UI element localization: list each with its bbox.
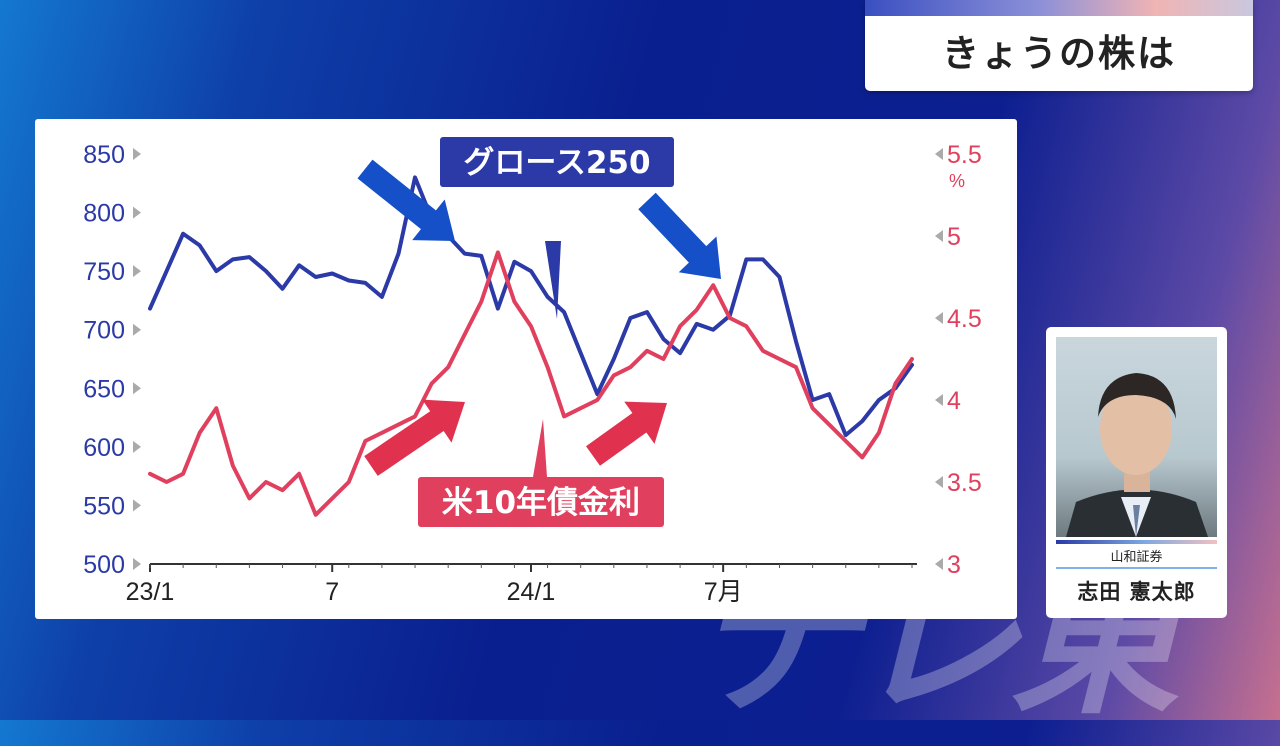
y-left-tick-label: 700	[83, 317, 125, 345]
y-left-tick-arrow	[133, 148, 141, 160]
rate-callout-box	[418, 477, 664, 527]
growth-callout-label: グロース250	[463, 145, 650, 181]
y-right-tick-arrow	[935, 230, 943, 242]
up-arrow-icon	[586, 401, 667, 466]
y-right-tick-arrow	[935, 558, 943, 570]
title-box: きょうの株は	[865, 0, 1253, 91]
y-right-tick-label: 5.5	[947, 141, 982, 169]
presenter-accent-bar	[1056, 540, 1217, 544]
y-right-tick-label: 4	[947, 387, 961, 415]
y-left-tick-label: 600	[83, 434, 125, 462]
rate-callout-label: 米10年債金利	[442, 485, 640, 521]
y-left-tick-label: 750	[83, 258, 125, 286]
y-left-tick-arrow	[133, 206, 141, 219]
presenter-photo	[1056, 337, 1217, 537]
x-tick-label: 24/1	[507, 578, 556, 606]
page-title: きょうの株は	[942, 32, 1176, 75]
series-line-us10y	[148, 250, 914, 517]
y-right-tick-arrow	[935, 476, 943, 488]
y-right-tick-label: 3.5	[947, 469, 982, 497]
y-right-tick-arrow	[935, 148, 943, 160]
y-left-tick-arrow	[133, 265, 141, 278]
y-left-tick-arrow	[133, 440, 141, 453]
down-arrow-icon	[638, 192, 721, 279]
y-left-tick-label: 800	[83, 200, 125, 228]
presenter-portrait	[1066, 373, 1208, 537]
y-left-tick-label: 550	[83, 492, 125, 520]
series-line-growth250	[148, 175, 914, 438]
y-left-tick-arrow	[133, 499, 141, 512]
up-arrow-icon	[364, 399, 465, 476]
chart-panel: 850 800 750 700 650 600 550 500 5.5 5 4.5 4 3.5 3% 23/…	[35, 119, 1017, 619]
y-left-tick-label: 500	[83, 551, 125, 579]
presenter-name: 志田 憲太郎	[1077, 580, 1196, 604]
title-strip	[865, 0, 1253, 16]
y-right-tick-label: 3	[947, 551, 961, 579]
presenter-card: 山和証券 志田 憲太郎	[1046, 327, 1227, 618]
y-left-tick-label: 850	[83, 141, 125, 169]
y-left-tick-arrow	[133, 558, 141, 570]
y-left-tick-arrow	[133, 323, 141, 336]
down-arrow-icon	[357, 159, 455, 241]
y-right-tick-label: 5	[947, 223, 961, 251]
presenter-company: 山和証券	[1110, 550, 1163, 565]
presenter-divider	[1056, 567, 1217, 569]
x-tick-label: 7月	[704, 578, 743, 606]
y-right-tick-label: 4.5	[947, 305, 982, 333]
growth-callout-pointer	[545, 241, 561, 319]
growth-callout-box	[440, 137, 674, 187]
line-chart: 850 800 750 700 650 600 550 500 5.5 5 4.5 4 3.5 3% 23/…	[83, 137, 982, 606]
y-left-tick-label: 650	[83, 375, 125, 403]
x-tick-label: 7	[325, 578, 339, 606]
rate-callout-pointer	[533, 419, 547, 477]
y-right-tick-arrow	[935, 394, 943, 406]
x-tick-label: 23/1	[126, 578, 175, 606]
y-right-tick-arrow	[935, 312, 943, 324]
y-right-unit: %	[949, 171, 965, 191]
y-left-tick-arrow	[133, 382, 141, 395]
